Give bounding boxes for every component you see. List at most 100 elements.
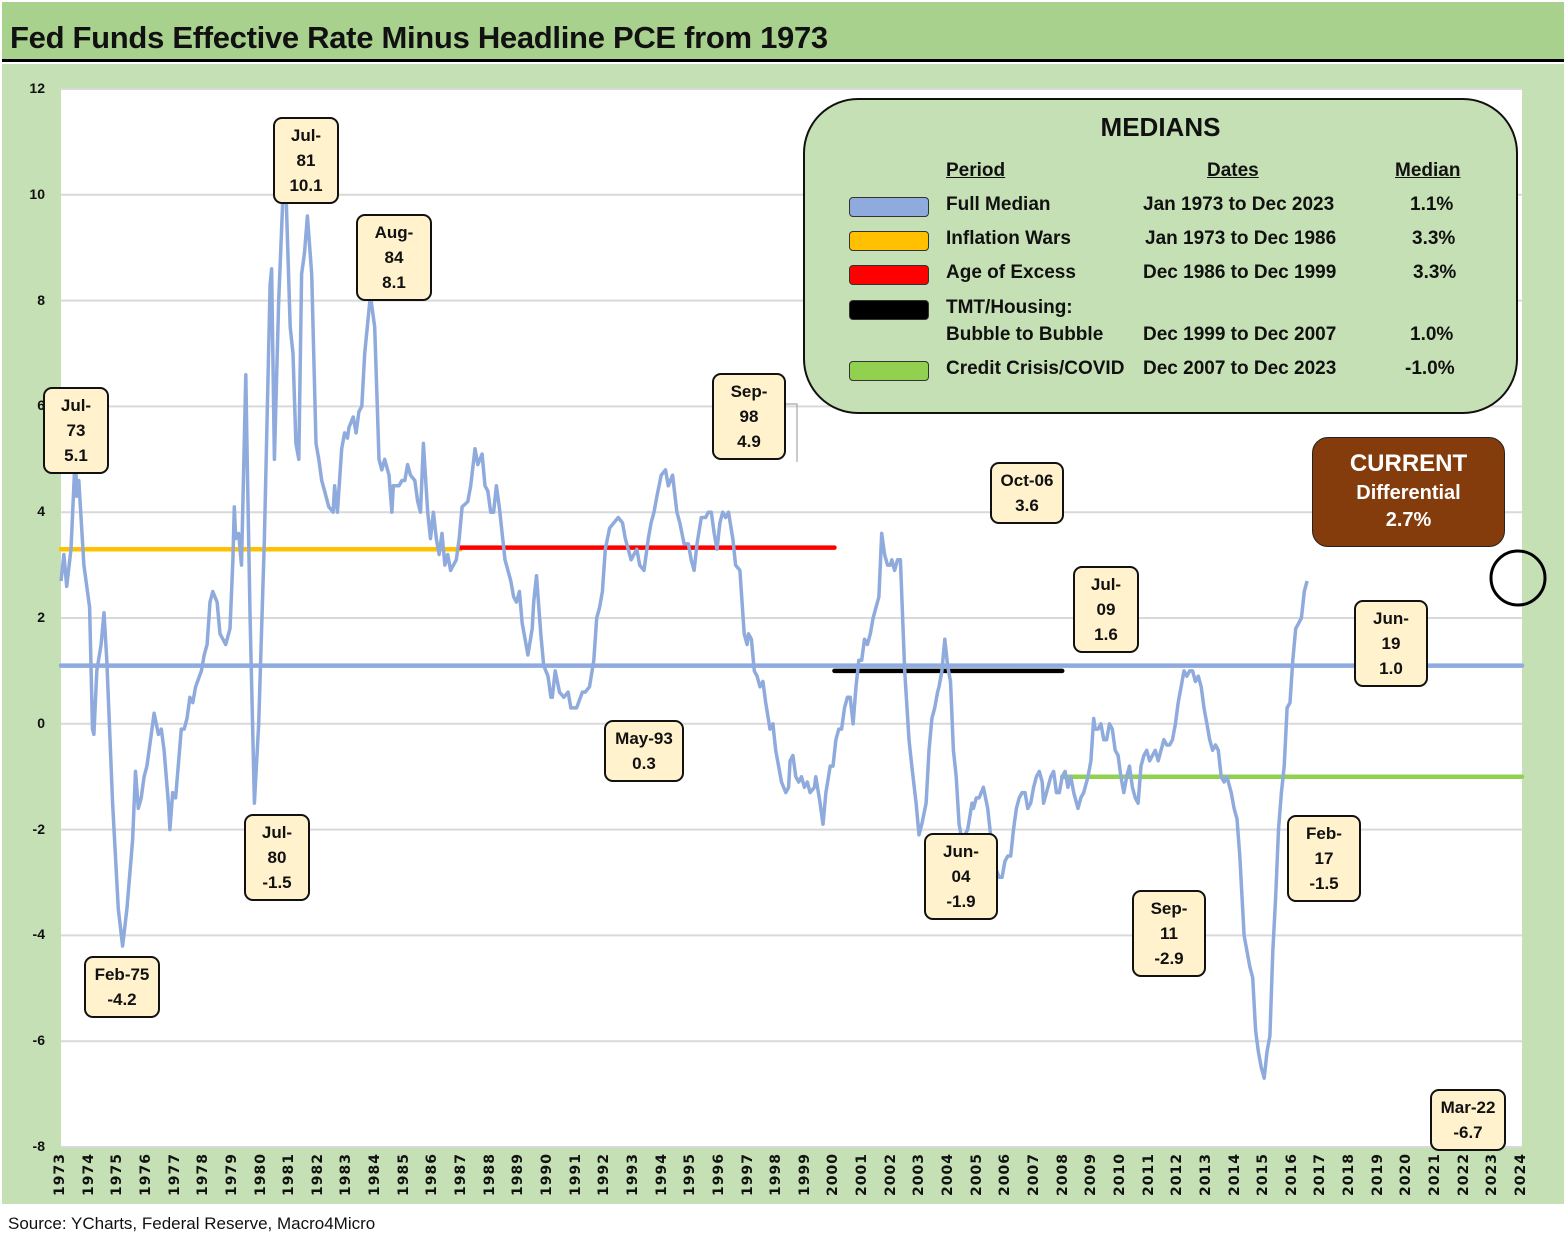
x-tick-label: 1998 (768, 1153, 785, 1196)
row-median-age-of-excess: 3.3% (1413, 262, 1457, 283)
y-tick-label: -4 (32, 926, 45, 943)
x-tick-label: 2004 (940, 1153, 957, 1196)
row-median-full-median: 1.1% (1410, 194, 1454, 215)
swatch-credit-covid (849, 361, 929, 381)
title-bar: Fed Funds Effective Rate Minus Headline … (2, 2, 1564, 62)
x-tick-label: 2020 (1398, 1153, 1415, 1196)
medians-title: MEDIANS (1100, 112, 1221, 142)
callout-label: Feb-17 -1.5 (1287, 815, 1361, 902)
callout-date: Feb-17 (1306, 824, 1342, 868)
x-tick-label: 2022 (1455, 1153, 1472, 1196)
y-tick-label: -8 (32, 1138, 45, 1154)
x-tick-label: 1992 (596, 1153, 613, 1196)
header-dates: Dates (1207, 160, 1259, 181)
header-period: Period (946, 160, 1006, 181)
y-tick-label: -6 (32, 1032, 45, 1049)
callout-value: 8.1 (382, 273, 406, 292)
callout-date: Jul-81 (290, 126, 322, 170)
callout-label: Oct-06 3.6 (990, 462, 1064, 524)
callout-value: 3.6 (1015, 496, 1039, 515)
x-tick-label: 1989 (510, 1153, 527, 1196)
x-tick-label: 1974 (80, 1153, 97, 1196)
callout-date: Jul-80 (261, 823, 293, 867)
row-period-age-of-excess: Age of Excess (946, 262, 1076, 283)
current-differential-box: CURRENT Differential 2.7% (1312, 437, 1505, 547)
x-tick-label: 2003 (911, 1153, 928, 1196)
x-tick-label: 2014 (1226, 1153, 1243, 1196)
callout-label: Jul-81 10.1 (273, 117, 339, 204)
callout-label: May-93 0.3 (604, 720, 684, 782)
current-point-circle (1489, 549, 1547, 607)
x-tick-label: 1988 (481, 1153, 498, 1196)
row-dates-age-of-excess: Dec 1986 to Dec 1999 (1143, 262, 1337, 283)
source-note: Source: YCharts, Federal Reserve, Macro4… (8, 1214, 376, 1233)
x-tick-label: 2013 (1197, 1153, 1214, 1196)
x-tick-label: 1981 (281, 1153, 298, 1196)
x-tick-label: 2008 (1054, 1153, 1071, 1196)
row-dates-full-median: Jan 1973 to Dec 2023 (1143, 194, 1335, 215)
x-tick-label: 2012 (1169, 1153, 1186, 1196)
callout-value: -1.5 (1309, 874, 1339, 893)
swatch-full-median (849, 197, 929, 217)
x-tick-label: 2017 (1312, 1153, 1329, 1196)
x-tick-label: 2021 (1427, 1153, 1444, 1196)
x-tick-label: 2010 (1111, 1153, 1128, 1196)
callout-value: 10.1 (289, 176, 323, 195)
x-tick-label: 1995 (682, 1153, 699, 1196)
x-tick-label: 2000 (825, 1153, 842, 1196)
row-dates-tmt-housing: Dec 1999 to Dec 2007 (1143, 324, 1337, 345)
x-tick-label: 2007 (1026, 1153, 1042, 1196)
y-tick-label: 12 (29, 80, 45, 96)
callout-label: Mar-22 -6.7 (1430, 1089, 1506, 1151)
callout-label: Sep-98 4.9 (712, 373, 786, 460)
x-tick-label: 1993 (624, 1153, 641, 1196)
x-tick-label: 2024 (1513, 1153, 1529, 1196)
callout-label: Jun-19 1.0 (1354, 600, 1428, 687)
callout-date: Jul-73 (60, 396, 92, 440)
y-tick-label: -2 (32, 820, 45, 837)
x-tick-label: 1991 (567, 1153, 584, 1196)
chart-title: Fed Funds Effective Rate Minus Headline … (10, 20, 828, 55)
x-tick-label: 1982 (309, 1153, 326, 1196)
callout-date: Jul-09 (1090, 575, 1122, 619)
callout-value: 0.3 (632, 754, 656, 773)
row-period2-tmt-housing: Bubble to Bubble (946, 324, 1104, 345)
row-period-inflation-wars: Inflation Wars (946, 228, 1071, 249)
callout-date: Oct-06 (1000, 471, 1054, 490)
callout-leader (786, 403, 798, 462)
current-value: 2.7% (1385, 509, 1432, 531)
x-tick-label: 1999 (796, 1153, 813, 1196)
x-tick-label: 1975 (109, 1153, 126, 1196)
x-tick-label: 1985 (395, 1153, 412, 1196)
x-tick-label: 1990 (539, 1153, 555, 1196)
x-tick-label: 1987 (453, 1153, 470, 1196)
y-tick-label: 2 (37, 609, 45, 625)
callout-date: Jun-04 (943, 842, 979, 886)
callout-value: -1.9 (946, 892, 976, 911)
row-median-credit-covid: -1.0% (1405, 358, 1455, 379)
callout-date: Jun-19 (1373, 609, 1409, 653)
row-median-tmt-housing: 1.0% (1410, 324, 1454, 345)
swatch-inflation-wars (849, 231, 929, 251)
x-tick-label: 1977 (166, 1153, 183, 1196)
y-tick-label: 10 (29, 185, 45, 202)
row-period-credit-covid: Credit Crisis/COVID (946, 358, 1125, 379)
y-tick-label: 8 (37, 291, 45, 308)
x-tick-label: 1986 (424, 1153, 441, 1196)
x-tick-label: 2001 (854, 1153, 871, 1196)
x-tick-label: 2009 (1083, 1153, 1100, 1196)
x-tick-label: 2015 (1255, 1153, 1272, 1196)
x-tick-label: 2002 (882, 1153, 899, 1196)
x-tick-label: 1978 (195, 1153, 212, 1196)
callout-label: Aug-84 8.1 (356, 214, 432, 301)
callout-label: Jun-04 -1.9 (924, 833, 998, 920)
callout-value: -2.9 (1154, 949, 1184, 968)
x-tick-label: 1973 (52, 1153, 68, 1196)
row-dates-inflation-wars: Jan 1973 to Dec 1986 (1145, 228, 1337, 249)
callout-date: May-93 (615, 729, 673, 748)
callout-date: Feb-75 (94, 965, 150, 984)
medians-legend-box: MEDIANS Period Dates Median Full Median … (803, 98, 1518, 414)
callout-date: Sep-11 (1150, 899, 1188, 943)
differential-label: Differential (1356, 482, 1461, 504)
swatch-age-of-excess (849, 265, 929, 285)
